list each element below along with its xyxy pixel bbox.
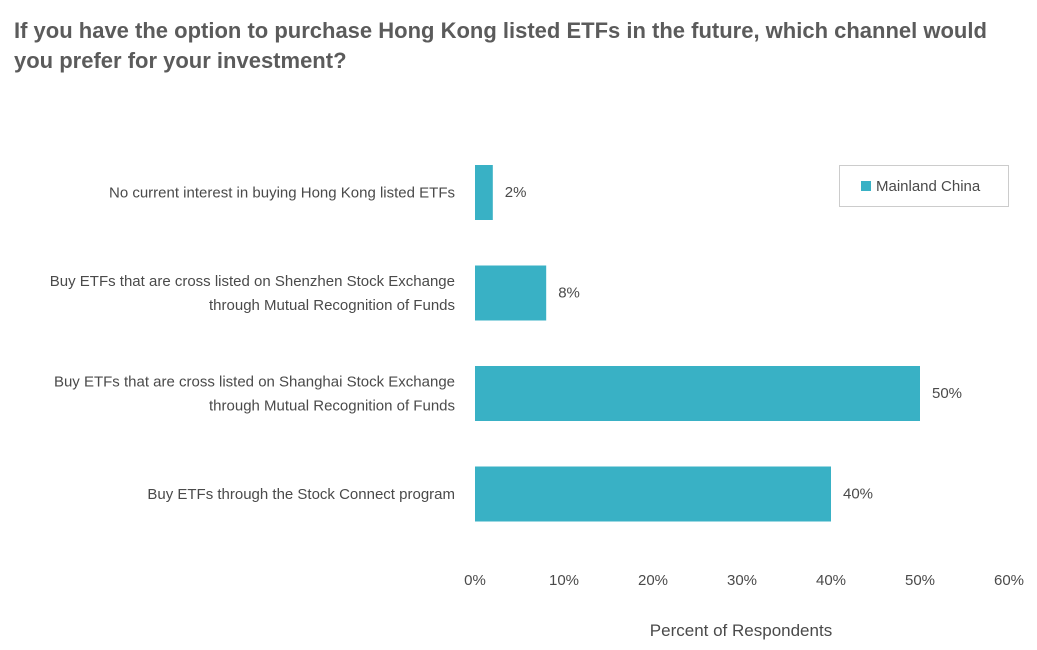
category-label-line: No current interest in buying Hong Kong …	[109, 185, 455, 202]
category-label: Buy ETFs that are cross listed on Shenzh…	[50, 273, 455, 314]
x-axis-ticks: 0% 10% 20% 30% 40% 50% 60%	[464, 572, 1024, 589]
x-tick-label: 60%	[994, 572, 1024, 589]
category-label-line: through Mutual Recognition of Funds	[209, 297, 455, 314]
bar	[475, 366, 920, 421]
category-label-line: Buy ETFs that are cross listed on Shangh…	[54, 374, 455, 391]
bars	[475, 165, 920, 522]
bar	[475, 466, 831, 522]
data-label: 40%	[843, 486, 873, 503]
x-tick-label: 0%	[464, 572, 486, 589]
x-tick-label: 20%	[638, 572, 668, 589]
legend: Mainland China	[839, 165, 1009, 207]
x-tick-label: 50%	[905, 572, 935, 589]
category-labels: No current interest in buying Hong Kong …	[50, 185, 455, 504]
chart-title: If you have the option to purchase Hong …	[14, 18, 987, 73]
data-label: 2%	[505, 184, 527, 201]
category-label: Buy ETFs through the Stock Connect progr…	[147, 486, 455, 503]
data-labels: 2% 8% 50% 40%	[505, 184, 962, 503]
x-axis-title: Percent of Respondents	[650, 621, 832, 640]
x-tick-label: 30%	[727, 572, 757, 589]
data-label: 8%	[558, 285, 580, 302]
category-label-line: Buy ETFs through the Stock Connect progr…	[147, 486, 455, 503]
category-label-line: through Mutual Recognition of Funds	[209, 398, 455, 415]
category-label: Buy ETFs that are cross listed on Shangh…	[54, 374, 455, 415]
x-tick-label: 40%	[816, 572, 846, 589]
bar	[475, 265, 547, 321]
category-label-line: Buy ETFs that are cross listed on Shenzh…	[50, 273, 455, 290]
legend-label: Mainland China	[876, 178, 981, 195]
legend-swatch	[861, 181, 871, 191]
bar	[475, 165, 493, 220]
x-tick-label: 10%	[549, 572, 579, 589]
data-label: 50%	[932, 385, 962, 402]
category-label: No current interest in buying Hong Kong …	[109, 185, 455, 202]
